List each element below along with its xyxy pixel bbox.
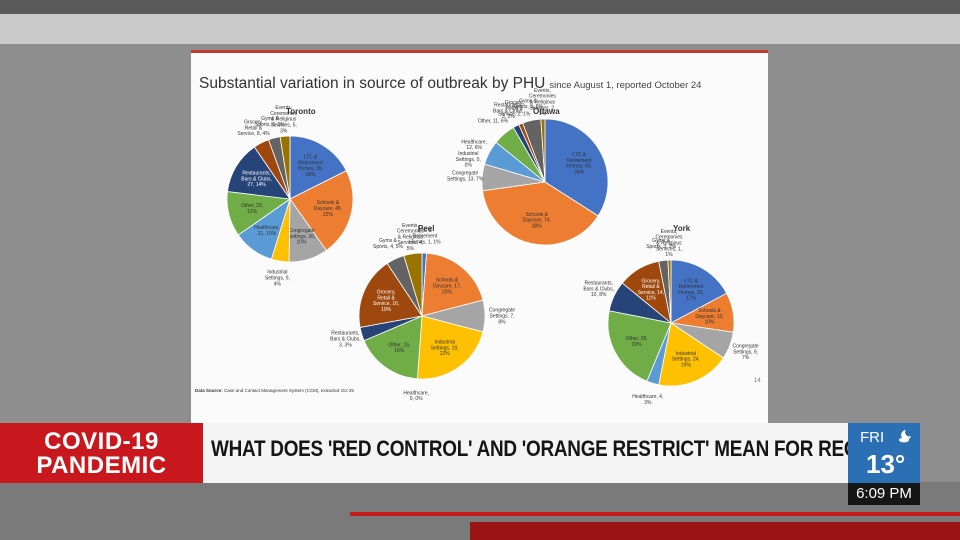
pie-chart-toronto: LTC & Retirement Homes, 35, 18% Schools & Day… <box>226 105 354 288</box>
background-light-band <box>0 14 960 44</box>
ticker-topic-line1: COVID-19 <box>44 428 159 455</box>
pie-label-healthcare: Healthcare, 0, 0% <box>403 390 429 402</box>
ticker-headline: WHAT DOES 'RED CONTROL' AND 'ORANGE REST… <box>211 436 915 461</box>
pie-label-congregate: Congregate Settings, 7, 8% <box>489 308 515 326</box>
pie-label-events: Events, Ceremonies & Religious Services, 1,… <box>656 229 683 258</box>
pie-label-healthcare: Healthcare, 4, 3% <box>632 394 663 406</box>
pie-slice-industrial <box>658 322 724 387</box>
pie-label-events: Events, Ceremonies & Religious Services, 4,… <box>397 223 424 252</box>
pie-slice-ltc <box>289 135 347 200</box>
pie-title: Ottawa <box>533 107 560 116</box>
pie-chart-york: LTC & Retirement Homes, 22, 17% Schools & Day… <box>583 224 758 406</box>
moon-cloud-icon <box>899 430 911 443</box>
pie-label-schools: Schools & Daycare, 13, 10% <box>695 308 723 326</box>
pie-chart-ottawa: LTC & Retirement Homes, 65, 34% Schools & Day… <box>447 88 609 246</box>
slide-subtitle: since August 1, reported October 24 <box>549 80 702 91</box>
pie-label-schools: Schools & Daycare, 74, 38% <box>523 212 551 230</box>
pie-label-gyms: Gyms & Sports, 3, 2% <box>646 238 677 250</box>
data-source-prefix: Data Source: <box>195 388 223 393</box>
pie-slice-events <box>403 252 423 317</box>
pie-label-ltc: LTC & Retirement Homes, 35, 18% <box>298 155 324 178</box>
clock-time: 6:09 PM <box>848 483 920 505</box>
pie-label-gyms: Gyms & Sports, 9, 5% <box>513 98 544 110</box>
pie-slice-events <box>279 135 291 200</box>
pie-title: Toronto <box>286 107 316 116</box>
pie-label-events: Events, Ceremonies & Religious Services, 2,… <box>529 88 556 117</box>
pie-label-restaurants: Restaurants, Bars & Clubs, 3, 3% <box>330 331 361 349</box>
pie-label-schools: Schools & Daycare, 17, 20% <box>433 278 461 296</box>
pie-label-other: Other, 15, 18% <box>388 342 410 354</box>
pie-slice-schools <box>482 181 599 246</box>
background-red-stripe <box>350 512 960 516</box>
pie-label-congregate: Congregate Settings, 9, 7% <box>733 344 759 362</box>
pie-slice-restaurants <box>226 146 291 200</box>
slide-title: Substantial variation in source of outbr… <box>199 75 701 93</box>
pie-label-healthcare: Healthcare, 21, 10% <box>254 225 280 237</box>
pie-slice-industrial <box>416 315 484 380</box>
pie-slice-ltc <box>670 259 728 324</box>
pie-label-ltc: LTC & Retirement Homes, 1, 1% <box>409 228 441 246</box>
pie-chart-peel: LTC & Retirement Homes, 1, 1% Schools & Dayc… <box>330 223 515 402</box>
pie-label-congregate: Congregate Settings, 13, 7% <box>447 171 484 183</box>
pie-title: Peel <box>418 224 434 233</box>
pie-label-healthcare: Healthcare, 12, 6% <box>461 139 487 151</box>
background-top-band <box>0 0 960 14</box>
pie-label-ltc: LTC & Retirement Homes, 22, 17% <box>678 278 704 301</box>
pie-label-gyms: Gyms & Sports, 6, 3% <box>255 116 286 128</box>
pie-label-restaurants: Restaurants, Bars & Clubs, 3, 2% <box>493 103 524 121</box>
ticker-topic-label: COVID-19 PANDEMIC <box>0 423 203 483</box>
pie-label-other: Other, 11, 6% <box>478 119 509 125</box>
pie-label-restaurants: Restaurants, Bars & Clubs, 27, 14% <box>241 171 272 189</box>
pie-label-grocery: Grocery, Retail & Service, 16, 19% <box>373 290 399 313</box>
pie-slice-events <box>667 259 672 324</box>
pie-label-ltc: LTC & Retirement Homes, 65, 34% <box>566 152 592 175</box>
pie-slice-events <box>540 118 546 183</box>
pie-title: York <box>673 224 691 233</box>
pie-label-grocery: Grocery, Retail & Service, 14, 11% <box>638 278 664 301</box>
pie-label-industrial: Industrial Settings, 19, 22% <box>431 340 459 358</box>
pie-label-schools: Schools & Daycare, 45, 22% <box>314 200 342 218</box>
pie-label-industrial: Industrial Settings, 24, 19% <box>672 351 700 369</box>
data-source-text: Case and Contact Management System (CCM)… <box>224 388 354 393</box>
pie-label-congregate: Congregate Settings, 20, 10% <box>288 228 316 246</box>
pie-slice-other <box>363 315 423 380</box>
data-source-note: Data Source: Case and Contact Management… <box>195 388 354 393</box>
pie-slice-schools <box>421 252 484 317</box>
pie-slice-other <box>607 310 672 382</box>
pie-label-grocery: Grocery, Retail & Service, 2, 1% <box>498 100 531 118</box>
pie-label-events: Events, Ceremonies & Religious Services, 5,… <box>270 105 297 134</box>
pie-charts: LTC & Retirement Homes, 35, 18% Schools & Day… <box>226 88 759 406</box>
pie-label-other: Other, 23, 12% <box>241 203 263 215</box>
slide-page-number: 14 <box>754 378 761 384</box>
pie-slice-schools <box>289 170 354 251</box>
pie-label-grocery: Grocery, Retail & Service, 8, 4% <box>237 120 270 138</box>
weather-day: FRI <box>860 429 885 446</box>
slide-title-text: Substantial variation in source of outbr… <box>199 75 546 92</box>
ticker-topic-line2: PANDEMIC <box>36 452 167 479</box>
background-dark-red-band <box>470 522 960 540</box>
pie-label-gyms: Gyms & Sports, 4, 5% <box>373 238 404 250</box>
presentation-slide: Substantial variation in source of outbr… <box>191 50 768 423</box>
pie-label-other: Other, 28, 22% <box>626 336 648 348</box>
pie-slice-grocery <box>358 262 423 328</box>
pie-label-industrial: Industrial Settings, 9, 4% <box>265 270 290 288</box>
pie-label-industrial: Industrial Settings, 0, 0% <box>456 151 481 169</box>
pie-label-restaurants: Restaurants, Bars & Clubs, 10, 8% <box>583 281 614 299</box>
weather-temperature: 13° <box>866 449 906 479</box>
weather-box: FRI 13° <box>848 423 920 483</box>
